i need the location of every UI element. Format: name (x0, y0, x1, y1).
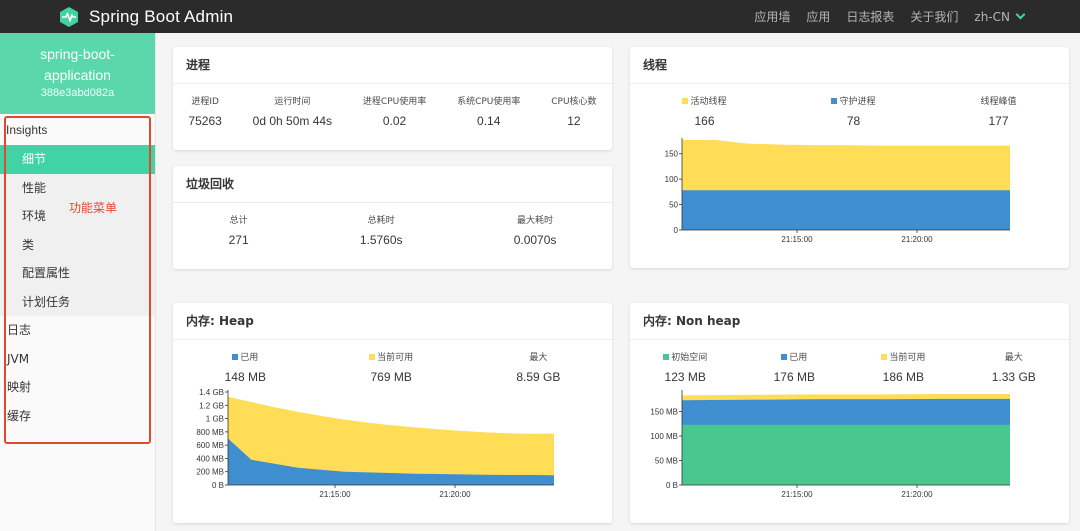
app-instance-id: 388e3abd082a (40, 87, 115, 99)
sidebar-item-details[interactable]: 细节 (0, 145, 155, 174)
y-tick-label: 800 MB (196, 428, 224, 437)
legend-swatch (881, 353, 888, 360)
app-name-line1: spring-boot- (40, 46, 115, 62)
x-tick-label: 21:20:00 (439, 490, 471, 499)
y-tick-label: 400 MB (196, 454, 224, 463)
y-tick-label: 1.4 GB (199, 388, 224, 397)
x-tick-label: 21:20:00 (901, 490, 933, 499)
stat-cpu-cores: CPU核心数 12 (551, 97, 597, 128)
threads-card: 线程 活动线程 166 守护进程 78 线程峰值 177 0 50 100 150 21:15… (630, 47, 1069, 268)
y-tick-label: 0 B (212, 481, 224, 490)
stat-nonheap-max: 最大 1.33 GB (991, 353, 1036, 384)
stat-gc-total-time: 总耗时 1.5760s (359, 216, 403, 247)
annotation-label: 功能菜单 (69, 201, 118, 215)
sidebar-item-metrics[interactable]: 性能 (0, 174, 155, 203)
gc-card: 垃圾回收 总计 271 总耗时 1.5760s 最大耗时 0.0070s (173, 166, 612, 269)
stat-nonheap-committed: 当前可用 186 MB (881, 353, 926, 384)
main-menu: 日志 JVM 映射 缓存 (0, 316, 155, 430)
nonheap-card-title: 内存: Non heap (630, 303, 1069, 340)
annotation-box (4, 116, 151, 444)
y-tick-label: 600 MB (196, 441, 224, 450)
sidebar-item-jvm[interactable]: JVM (0, 345, 155, 374)
stat-nonheap-init: 初始空间 123 MB (663, 353, 708, 384)
threads-chart: 0 50 100 150 21:15:00 21:20:00 (665, 138, 1010, 244)
nav-wallboard[interactable]: 应用墙 (754, 10, 791, 24)
heap-card: 内存: Heap 已用 148 MB 当前可用 769 MB 最大 8.59 GB 0… (173, 303, 612, 523)
x-tick-label: 21:15:00 (319, 490, 351, 499)
nonheap-chart: 0 B 50 MB 100 MB 150 MB 21:15:00 21:20:00 (650, 390, 1010, 499)
app-name-line2: application (44, 67, 111, 83)
x-tick-label: 21:15:00 (781, 235, 813, 244)
language-label: zh-CN (974, 9, 1010, 24)
stat-process-cpu: 进程CPU使用率 0.02 (362, 97, 427, 128)
stat-daemon-threads: 守护进程 78 (831, 94, 876, 128)
y-tick-label: 0 B (666, 481, 678, 490)
y-tick-label: 150 MB (650, 408, 678, 417)
legend-swatch (682, 97, 689, 104)
y-tick-label: 50 (669, 201, 678, 210)
sidebar-item-caches[interactable]: 缓存 (0, 402, 155, 431)
stat-pid: 进程ID 75263 (188, 97, 222, 128)
stat-live-threads: 活动线程 166 (682, 94, 727, 128)
y-tick-label: 100 (665, 175, 679, 184)
stat-uptime: 运行时间 0d 0h 50m 44s (252, 97, 333, 128)
y-tick-label: 0 (674, 226, 679, 235)
x-tick-label: 21:20:00 (901, 235, 933, 244)
y-tick-label: 50 MB (655, 457, 678, 466)
legend-swatch (831, 97, 838, 104)
y-tick-label: 1 GB (206, 415, 224, 424)
nav-log-report[interactable]: 日志报表 (846, 10, 895, 24)
menu-group-insights[interactable]: Insights (6, 123, 48, 137)
sidebar-item-mappings[interactable]: 映射 (0, 373, 155, 402)
series-area (228, 438, 554, 485)
chevron-down-icon (1015, 9, 1026, 20)
series-area (682, 424, 1010, 485)
sidebar-item-logging[interactable]: 日志 (0, 316, 155, 345)
brand-name: Spring Boot Admin (89, 6, 234, 26)
stat-heap-max: 最大 8.59 GB (516, 353, 561, 384)
stat-system-cpu: 系统CPU使用率 0.14 (457, 97, 521, 128)
series-area (682, 190, 1010, 230)
series-area (228, 396, 554, 485)
x-tick-label: 21:15:00 (781, 490, 813, 499)
heap-card-title: 内存: Heap (173, 303, 612, 340)
top-nav: 应用墙 应用 日志报表 关于我们 zh-CN (738, 0, 1026, 33)
nav-applications[interactable]: 应用 (806, 10, 831, 24)
y-tick-label: 200 MB (196, 468, 224, 477)
legend-swatch (781, 353, 788, 360)
top-navbar: Spring Boot Admin 应用墙 应用 日志报表 关于我们 zh-CN (0, 0, 1080, 33)
y-tick-label: 100 MB (650, 432, 678, 441)
sidebar-item-environment[interactable]: 环境 (0, 202, 155, 231)
process-card: 进程 进程ID 75263 运行时间 0d 0h 50m 44s 进程CPU使用率 0… (173, 47, 612, 150)
stat-peak-threads: 线程峰值 177 (980, 97, 1017, 128)
stat-gc-count: 总计 271 (228, 216, 249, 247)
y-tick-label: 150 (665, 150, 679, 159)
threads-card-title: 线程 (630, 47, 1069, 84)
y-tick-label: 1.2 GB (199, 401, 224, 410)
application-header: spring-boot- application 388e3abd082a (0, 33, 155, 114)
app-logo-icon (60, 6, 78, 27)
stat-heap-committed: 当前可用 769 MB (369, 353, 414, 384)
language-selector[interactable]: zh-CN (974, 9, 1026, 24)
stat-gc-max-time: 最大耗时 0.0070s (513, 216, 557, 247)
sidebar-item-scheduled-tasks[interactable]: 计划任务 (0, 288, 155, 317)
nonheap-card: 内存: Non heap 初始空间 123 MB 已用 176 MB 当前可用 186… (630, 303, 1069, 523)
stat-nonheap-used: 已用 176 MB (773, 353, 815, 384)
legend-swatch (663, 353, 670, 360)
nav-about[interactable]: 关于我们 (910, 10, 959, 24)
process-card-title: 进程 (173, 47, 612, 84)
insights-submenu: 细节 性能 环境 类 配置属性 计划任务 (0, 145, 155, 316)
legend-swatch (232, 353, 239, 360)
sidebar-item-config-props[interactable]: 配置属性 (0, 259, 155, 288)
brand[interactable]: Spring Boot Admin (58, 6, 233, 28)
gc-card-title: 垃圾回收 (173, 166, 612, 203)
sidebar-item-classes[interactable]: 类 (0, 231, 155, 260)
heap-chart: 0 B 200 MB 400 MB 600 MB 800 MB 1 GB 1.2 GB 1.4… (196, 388, 554, 499)
legend-swatch (369, 353, 376, 360)
stat-heap-used: 已用 148 MB (224, 353, 266, 384)
